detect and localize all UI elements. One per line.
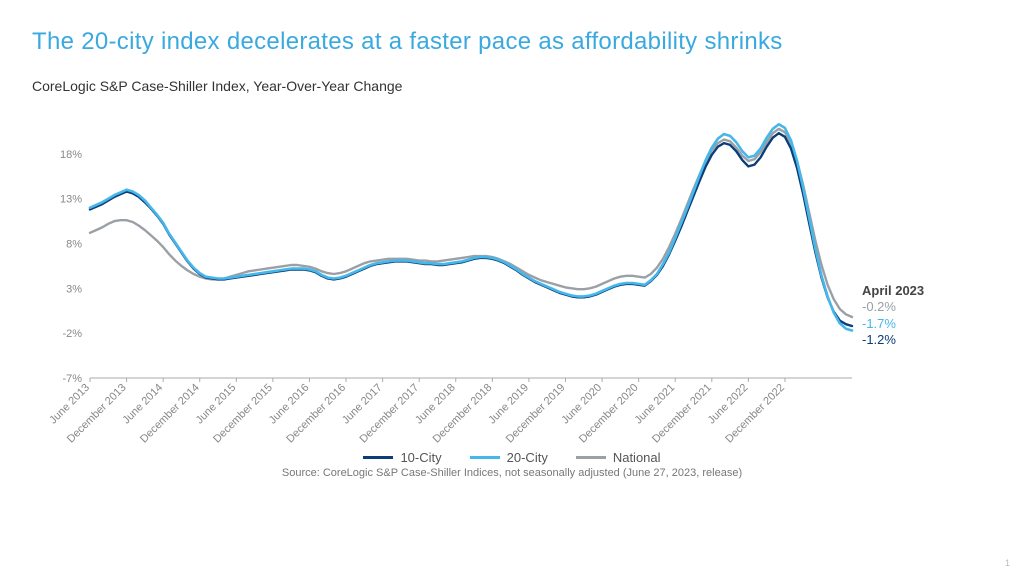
series-end-annotation: April 2023 -0.2% -1.7% -1.2% [862,283,924,348]
svg-text:18%: 18% [60,149,82,161]
end-annotation-10city: -1.2% [862,332,924,348]
legend-swatch-20city [470,456,500,459]
legend-item-20city: 20-City [470,450,548,465]
end-annotation-national: -0.2% [862,299,924,315]
svg-text:13%: 13% [60,194,82,206]
svg-text:-2%: -2% [62,328,82,340]
chart-container: -7%-2%3%8%13%18%June 2013December 2013Ju… [32,104,992,444]
svg-text:8%: 8% [66,239,82,251]
svg-text:-7%: -7% [62,373,82,385]
chart-title: The 20-city index decelerates at a faste… [32,28,992,56]
page-root: The 20-city index decelerates at a faste… [0,0,1024,576]
legend-swatch-10city [363,456,393,459]
chart-legend: 10-City 20-City National [32,450,992,465]
page-number: 1 [1005,558,1010,568]
legend-swatch-national [576,456,606,459]
legend-label-20city: 20-City [507,450,548,465]
chart-source: Source: CoreLogic S&P Case-Shiller Indic… [32,467,992,479]
legend-item-national: National [576,450,661,465]
svg-text:3%: 3% [66,283,82,295]
line-chart: -7%-2%3%8%13%18%June 2013December 2013Ju… [32,104,952,444]
legend-item-10city: 10-City [363,450,441,465]
end-annotation-20city: -1.7% [862,316,924,332]
chart-subtitle: CoreLogic S&P Case-Shiller Index, Year-O… [32,78,992,94]
legend-label-10city: 10-City [400,450,441,465]
legend-label-national: National [613,450,661,465]
end-annotation-header: April 2023 [862,283,924,299]
